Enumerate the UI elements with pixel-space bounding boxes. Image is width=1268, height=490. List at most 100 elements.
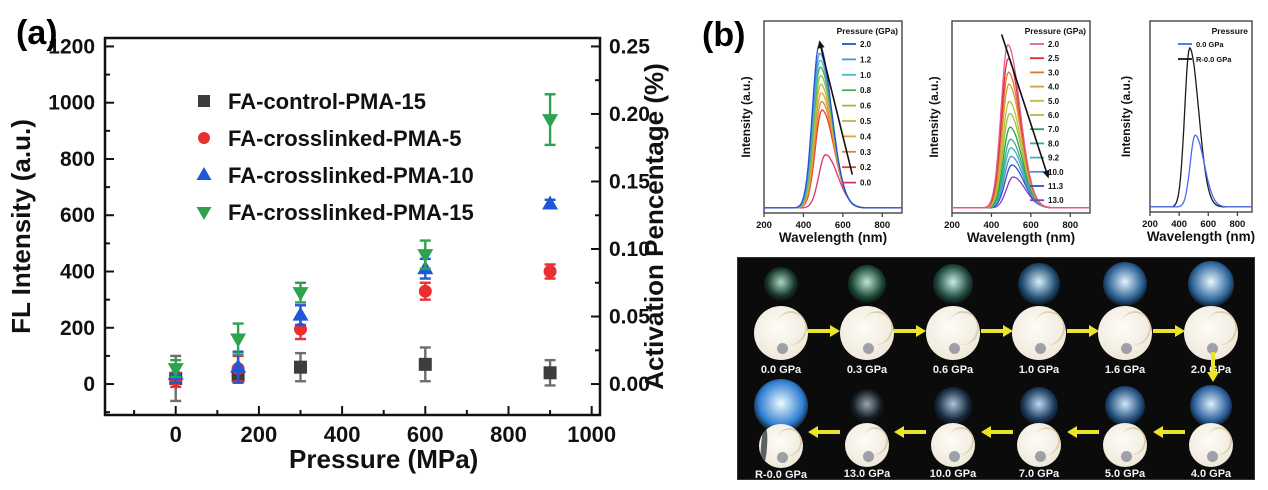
- pressure-label: 0.3 GPa: [846, 364, 888, 376]
- arrow-right-icon: [808, 325, 841, 337]
- sample-photo: [754, 306, 808, 360]
- sample-cell: 4.0 GPa: [1168, 383, 1254, 480]
- fluorescence-glow: [1190, 384, 1232, 427]
- fluorescence-glow: [934, 386, 972, 425]
- arrow-right: [1152, 324, 1186, 338]
- pressure-label: 0.0 GPa: [760, 364, 802, 376]
- sample-photo: [845, 423, 889, 467]
- svg-text:0.15: 0.15: [609, 170, 650, 193]
- spectrum-curve-2.0: [764, 43, 902, 209]
- svg-text:600: 600: [407, 422, 444, 447]
- y-axis-right: 0.00 0.05 0.10 0.15 0.20 0.25 Activation Pence…: [591, 35, 669, 396]
- sample-cell: 13.0 GPa: [824, 383, 910, 480]
- trend-arrow: [817, 40, 854, 175]
- arrow-left-icon: [1153, 426, 1185, 438]
- legend: Pressure (GPa) 2.0 1.2 1.0 0.8 0.6 0.5 0.4 0.3 0.…: [837, 26, 899, 188]
- x-axis-title: Wavelength (nm): [779, 230, 887, 245]
- pressure-fl-chart-panel: 0 200 400 600 800 1000 Pressure (MPa) 0 200 400 60…: [6, 35, 669, 474]
- svg-text:1000: 1000: [567, 422, 616, 447]
- svg-text:400: 400: [60, 261, 95, 284]
- compression-row: 0.0 GPa 0.3 GPa 0.6 GPa 1.0 GPa 1.6 GPa 2.0 G…: [738, 258, 1254, 383]
- legend-label: FA-crosslinked-PMA-5: [228, 126, 462, 151]
- arrow-right: [1066, 324, 1100, 338]
- svg-text:200: 200: [944, 220, 960, 231]
- arrow-down: [1206, 351, 1220, 383]
- arrow-right-icon: [980, 325, 1013, 337]
- legend-label: 0.8: [860, 86, 872, 95]
- panel-a-label: (a): [16, 14, 58, 52]
- pressure-label: 13.0 GPa: [843, 468, 891, 480]
- pressure-label: 1.0 GPa: [1018, 364, 1060, 376]
- plot-frame: [103, 36, 602, 417]
- sample-cell: 7.0 GPa: [996, 383, 1082, 480]
- sample-photo: [926, 306, 980, 360]
- series-FA-crosslinked-PMA-5: [169, 263, 557, 389]
- legend-label: 6.0: [1048, 111, 1060, 120]
- arrow-right: [980, 324, 1014, 338]
- spectrum-curve-R-0.0 GPa: [1150, 46, 1252, 208]
- trend-arrow: [1000, 34, 1050, 179]
- svg-text:400: 400: [795, 220, 811, 231]
- pressure-label: 10.0 GPa: [929, 468, 977, 480]
- pressure-label: 4.0 GPa: [1190, 468, 1232, 480]
- legend-label: 7.0: [1048, 125, 1060, 134]
- arrow-left: [807, 425, 841, 439]
- arrow-right: [893, 324, 927, 338]
- spectrum-curve-0.0: [764, 154, 902, 209]
- legend-label: 0.6: [860, 102, 872, 111]
- y-axis-left: 0 200 400 600 800 1000 1200 FL Intensity (a.u.): [6, 35, 114, 414]
- decompression-row: R-0.0 GPa 13.0 GPa 10.0 GPa 7.0 GPa 5.0 GPa 4…: [738, 379, 1254, 481]
- svg-text:800: 800: [874, 220, 890, 231]
- arrow-left-icon: [980, 426, 1013, 438]
- svg-text:1200: 1200: [48, 35, 95, 58]
- sample-cell: 1.6 GPa: [1082, 258, 1168, 383]
- y-axis-right-title: Activation Pencentage (%): [639, 63, 669, 390]
- sample-photo: [931, 423, 975, 467]
- series-FA-control-PMA-15: [169, 346, 557, 403]
- legend-label: 0.2: [860, 163, 872, 172]
- legend-label: 13.0: [1048, 196, 1064, 205]
- svg-text:600: 600: [60, 204, 95, 227]
- svg-text:0: 0: [170, 422, 182, 447]
- spectrum-curve-0.4: [764, 92, 902, 209]
- arrow-right-icon: [894, 325, 927, 337]
- arrow-left-icon: [894, 426, 927, 438]
- fluorescence-glow: [1020, 386, 1058, 425]
- legend-label: 9.2: [1048, 154, 1060, 163]
- arrow-left: [980, 425, 1014, 439]
- sample-photo: [840, 306, 894, 360]
- fluorescence-glow: [848, 265, 886, 303]
- legend-label: 4.0: [1048, 83, 1060, 92]
- arrow-down-icon: [1207, 352, 1219, 382]
- legend-label: 1.0: [860, 71, 872, 80]
- legend-label: 1.2: [860, 55, 872, 64]
- sample-cell: 10.0 GPa: [910, 383, 996, 480]
- svg-text:800: 800: [1062, 220, 1078, 231]
- legend-label: 0.3: [860, 148, 872, 157]
- legend-label: 10.0: [1048, 168, 1064, 177]
- x-axis-title: Wavelength (nm): [967, 230, 1075, 245]
- svg-text:200: 200: [1142, 219, 1158, 230]
- legend-title: Pressure (GPa): [837, 26, 899, 36]
- pressure-label: R-0.0 GPa: [755, 469, 807, 481]
- legend-label: 2.0: [860, 40, 872, 49]
- arrow-left: [1152, 425, 1186, 439]
- arrow-left: [893, 425, 927, 439]
- pressure-label: 7.0 GPa: [1018, 468, 1060, 480]
- legend-label: 11.3: [1048, 182, 1064, 191]
- spectrum-curve-0.0 GPa: [1150, 134, 1252, 208]
- y-axis-title: Intensity (a.u.): [928, 76, 941, 157]
- series-FA-crosslinked-PMA-15: [167, 93, 559, 379]
- svg-text:200: 200: [756, 220, 772, 231]
- sample-photo: [1189, 423, 1233, 467]
- spectrum-curve-2.0: [952, 44, 1090, 209]
- legend-label: FA-crosslinked-PMA-10: [228, 163, 474, 188]
- legend-label: 5.0: [1048, 97, 1060, 106]
- fluorescence-glow: [850, 388, 884, 423]
- sample-cell: 0.0 GPa: [738, 258, 824, 383]
- pressure-label: 2.0 GPa: [1190, 364, 1232, 376]
- legend-label: 8.0: [1048, 139, 1060, 148]
